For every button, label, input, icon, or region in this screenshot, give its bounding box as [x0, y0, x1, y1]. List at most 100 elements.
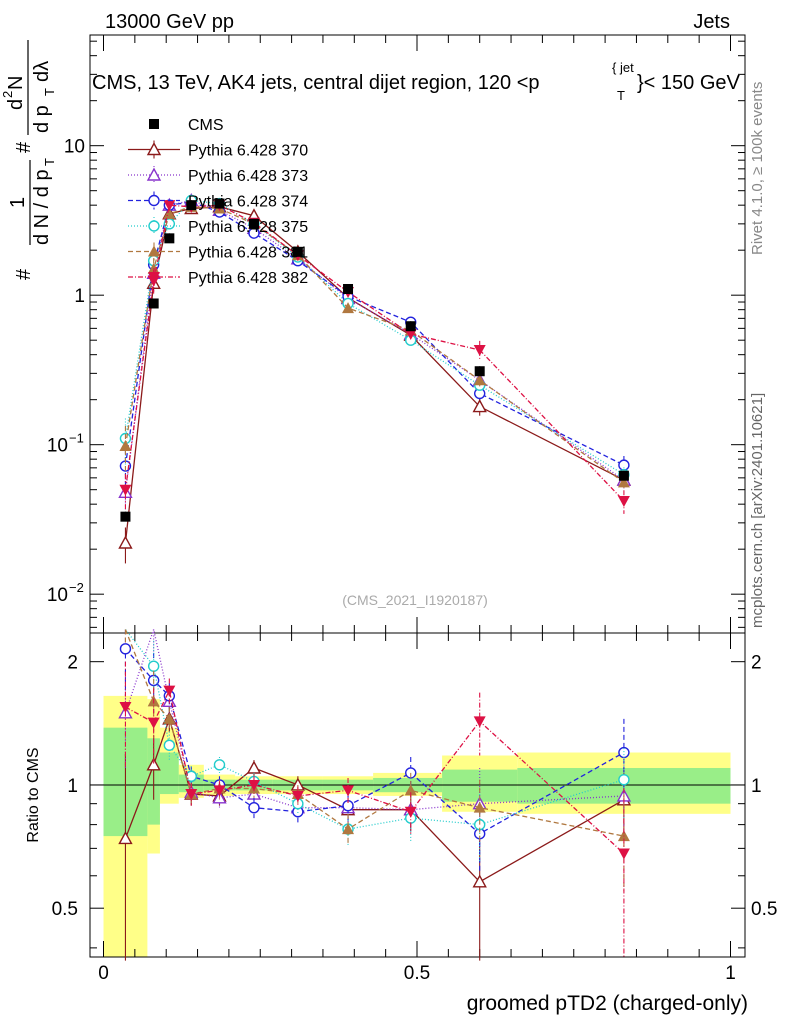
main-marker-series-5 [119, 484, 132, 496]
ratio-marker-series-4 [163, 712, 176, 724]
y-title-two: 2 [0, 91, 15, 98]
main-y-tick-exponent: −2 [69, 580, 84, 595]
chart-title-t-sub: T [617, 88, 625, 103]
ratio-panel: 0.5 0.5 1 1 2 2 0 0.5 1 Ratio to CMS [25, 627, 777, 984]
main-marker-series-5 [163, 200, 176, 212]
legend-marker [149, 119, 159, 129]
y-title-t-sub-1: T [42, 158, 57, 166]
ratio-marker-series-5 [342, 785, 355, 797]
y-title-d2: d [5, 99, 27, 110]
main-marker-series-4 [342, 302, 355, 314]
y-title-hash-2: # [13, 141, 35, 153]
x-tick-label: 1 [725, 963, 736, 984]
ratio-marker-series-4 [342, 823, 355, 835]
data-point [618, 470, 629, 481]
legend-label: Pythia 6.428 375 [188, 219, 308, 236]
data-point [292, 246, 303, 257]
legend-label: Pythia 6.428 370 [188, 143, 308, 160]
ratio-marker-series-0 [118, 831, 133, 845]
ratio-y-tick-label-left: 0.5 [52, 899, 78, 920]
x-tick-label: 0 [98, 963, 109, 984]
legend-marker [148, 220, 160, 232]
x-tick-label: 0.5 [404, 963, 430, 984]
data-point [248, 218, 259, 229]
legend-marker [146, 167, 162, 181]
ratio-uncertainty-bands [103, 695, 731, 957]
main-y-tick-label: 10 [47, 585, 68, 606]
data-point [164, 233, 175, 244]
ratio-marker-series-5 [404, 806, 417, 818]
ratio-axis-ticks: 0.5 0.5 1 1 2 2 0 0.5 1 [52, 633, 777, 984]
legend-label: Pythia 6.428 381 [188, 245, 308, 262]
ratio-marker-series-4 [473, 801, 486, 813]
chart-title: CMS, 13 TeV, AK4 jets, central dijet reg… [92, 60, 741, 103]
ratio-marker-series-3 [618, 773, 630, 786]
ratio-marker-series-5 [163, 685, 176, 697]
main-marker-series-5 [404, 329, 417, 340]
main-line-series-2 [124, 201, 625, 467]
y-title-dlambda: dλ [31, 61, 53, 82]
x-axis-title: groomed pTD2 (charged-only) [467, 992, 748, 1015]
main-marker-series-5 [617, 496, 630, 508]
header-left-label: 13000 GeV pp [105, 11, 234, 33]
main-line-series-3 [124, 199, 625, 476]
ratio-y-tick-label-left: 2 [67, 653, 78, 674]
ratio-y-tick-label-left: 1 [67, 776, 78, 797]
ratio-marker-series-5 [291, 790, 304, 802]
ratio-marker-series-2 [248, 801, 260, 814]
main-y-tick-label: 1 [74, 286, 85, 307]
legend-marker [146, 142, 162, 156]
legend: CMS Pythia 6.428 370 Pythia 6.428 373 Pythi… [128, 117, 308, 287]
ratio-marker-series-5 [185, 789, 198, 801]
ratio-y-tick-label-right: 0.5 [751, 899, 777, 920]
ratio-marker-series-0 [472, 874, 487, 888]
y-title-hash-1: # [13, 268, 35, 280]
y-title-one: 1 [7, 197, 29, 208]
ratio-marker-series-0 [146, 757, 161, 771]
data-point [405, 321, 416, 332]
legend-label: Pythia 6.428 374 [188, 194, 308, 211]
ratio-band-green-2 [159, 752, 179, 795]
main-marker-series-0 [118, 535, 133, 549]
data-point [474, 366, 485, 377]
ratio-marker-series-4 [404, 784, 417, 796]
main-series-group [118, 193, 632, 564]
data-point [148, 298, 159, 309]
main-marker-series-4 [119, 439, 132, 451]
data-point [186, 200, 197, 211]
legend-label: CMS [188, 117, 224, 134]
main-marker-series-0 [472, 399, 487, 413]
chart-title-jet-sup: jet [619, 60, 634, 75]
ratio-marker-series-5 [119, 702, 132, 714]
legend-marker [148, 245, 160, 257]
data-point [343, 283, 354, 294]
ratio-marker-series-5 [213, 785, 226, 797]
ratio-marker-series-3 [163, 739, 176, 751]
y-axis-title: # 1 d N / d p T # d 2 N d p T dλ [0, 40, 57, 280]
main-marker-series-4 [617, 476, 630, 488]
ratio-marker-series-3 [213, 759, 226, 771]
main-marker-series-2 [618, 459, 630, 471]
main-y-tick-label: 10 [64, 137, 85, 158]
header-right-label: Jets [693, 11, 730, 33]
ratio-marker-series-3 [147, 660, 160, 672]
ratio-series-group [118, 627, 632, 961]
chart-title-main: CMS, 13 TeV, AK4 jets, central dijet reg… [92, 72, 540, 94]
legend-label: Pythia 6.428 373 [188, 168, 308, 185]
y-title-dpt: d p [31, 105, 53, 133]
data-point [120, 511, 131, 522]
legend-marker [148, 194, 160, 207]
ratio-marker-series-5 [247, 779, 260, 791]
ratio-y-tick-label-right: 2 [751, 653, 762, 674]
ratio-axis-title: Ratio to CMS [25, 747, 42, 842]
ratio-marker-series-5 [147, 717, 160, 729]
main-marker-series-4 [163, 207, 176, 219]
ratio-marker-series-2 [119, 643, 132, 655]
ratio-y-tick-label-right: 1 [751, 776, 762, 797]
main-y-tick-exponent: −1 [69, 431, 84, 446]
y-title-dn-dpt: d N / d p [31, 169, 53, 245]
main-marker-series-5 [473, 344, 486, 356]
